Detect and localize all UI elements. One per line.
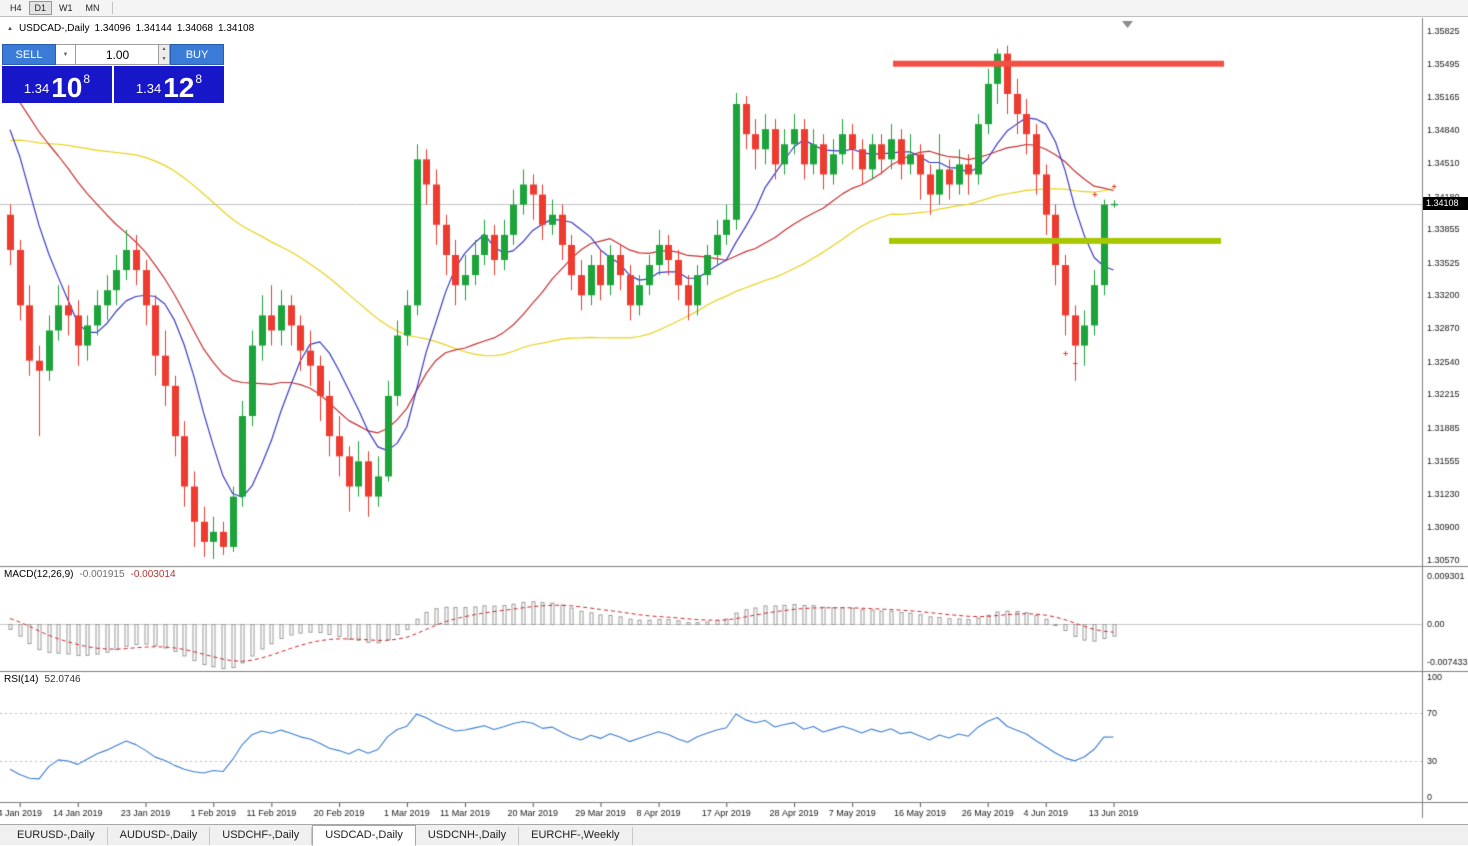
- volume-spinner: ▲ ▼: [158, 44, 170, 65]
- collapse-trade-panel-icon[interactable]: ▲: [7, 25, 13, 32]
- timeframe-w1-button[interactable]: W1: [53, 1, 79, 15]
- rsi-name: RSI(14): [4, 674, 39, 685]
- macd-name: MACD(12,26,9): [4, 569, 74, 580]
- timeframe-h4-button[interactable]: H4: [4, 1, 28, 15]
- chart-tabs-bar: EURUSD-,Daily AUDUSD-,Daily USDCHF-,Dail…: [0, 824, 1468, 846]
- timeframe-d1-button[interactable]: D1: [28, 1, 53, 15]
- tab-eurchf-weekly[interactable]: EURCHF-,Weekly: [519, 827, 633, 845]
- tab-audusd-daily[interactable]: AUDUSD-,Daily: [108, 827, 211, 845]
- chart-ohlc-readout: ▲ USDCAD-,Daily 1.34096 1.34144 1.34068 …: [7, 23, 254, 34]
- buy-price-frac: 8: [195, 72, 203, 86]
- sell-price-base: 1.34: [23, 81, 50, 96]
- sell-price-pips: 10: [51, 72, 83, 103]
- sell-button[interactable]: SELL: [2, 44, 56, 65]
- macd-value: -0.001915: [79, 569, 125, 580]
- ohlc-open-value: 1.34096: [94, 23, 131, 34]
- volume-input[interactable]: [76, 44, 170, 65]
- macd-indicator-label: MACD(12,26,9) -0.001915 -0.003014: [4, 569, 176, 580]
- volume-decrease-button[interactable]: ▼: [161, 55, 167, 62]
- ohlc-low-value: 1.34068: [176, 23, 213, 34]
- tab-eurusd-daily[interactable]: EURUSD-,Daily: [5, 827, 108, 845]
- tab-usdcnh-daily[interactable]: USDCNH-,Daily: [416, 827, 520, 845]
- one-click-trading-panel: SELL ▼ ▲ ▼ BUY 1.34 10 8 1.34 12 8: [2, 44, 224, 103]
- tab-usdcad-daily[interactable]: USDCAD-,Daily: [312, 825, 416, 846]
- buy-price-pips: 12: [163, 72, 195, 103]
- timeframe-mn-button[interactable]: MN: [80, 1, 106, 15]
- ohlc-close-value: 1.34108: [217, 23, 255, 34]
- sell-price-button[interactable]: 1.34 10 8: [2, 66, 112, 103]
- sell-price-frac: 8: [83, 72, 91, 86]
- macd-signal-value: -0.003014: [130, 569, 176, 580]
- volume-increase-button[interactable]: ▲: [161, 46, 167, 52]
- ohlc-high-value: 1.34144: [135, 23, 172, 34]
- tab-usdchf-daily[interactable]: USDCHF-,Daily: [210, 827, 313, 845]
- buy-button[interactable]: BUY: [170, 44, 224, 65]
- timeframe-toolbar: H4 D1 W1 MN: [0, 0, 1468, 17]
- toolbar-separator: [111, 2, 113, 14]
- buy-price-button[interactable]: 1.34 12 8: [114, 66, 224, 103]
- buy-price-base: 1.34: [135, 81, 162, 96]
- current-price-tag: 1.34108: [1423, 196, 1468, 210]
- chart-symbol-label: USDCAD-,Daily: [18, 23, 90, 34]
- rsi-value: 52.0746: [44, 674, 81, 685]
- volume-dropdown-icon[interactable]: ▼: [56, 44, 76, 65]
- rsi-indicator-label: RSI(14) 52.0746: [4, 674, 81, 685]
